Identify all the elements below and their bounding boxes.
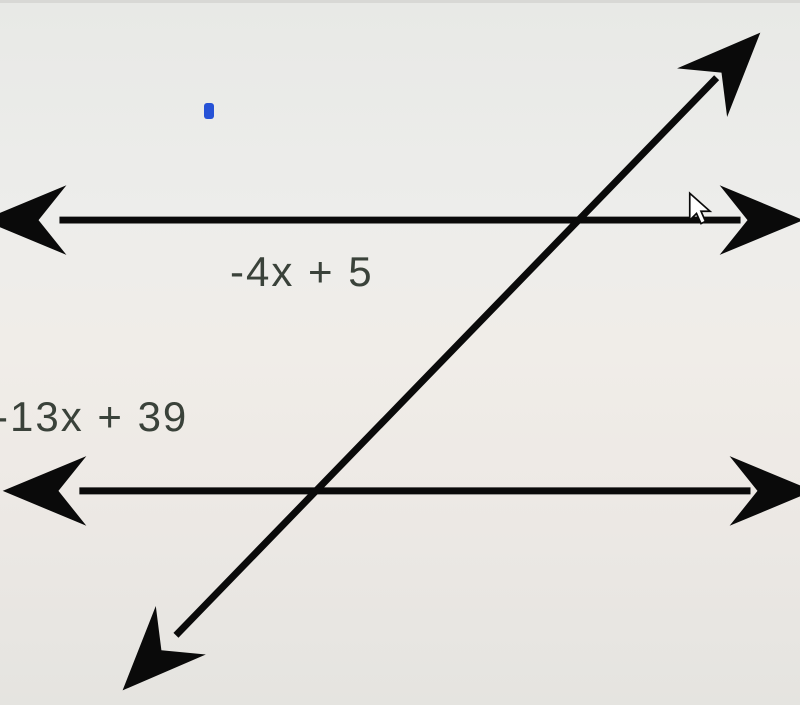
blue-marker-dot [204, 103, 214, 119]
transversal-line [176, 78, 717, 636]
diagram-svg [0, 3, 800, 705]
transversal-diagram: -4x + 5 -13x + 39 [0, 3, 800, 705]
angle-label-2: -13x + 39 [0, 393, 188, 441]
angle-label-1: -4x + 5 [230, 248, 374, 296]
